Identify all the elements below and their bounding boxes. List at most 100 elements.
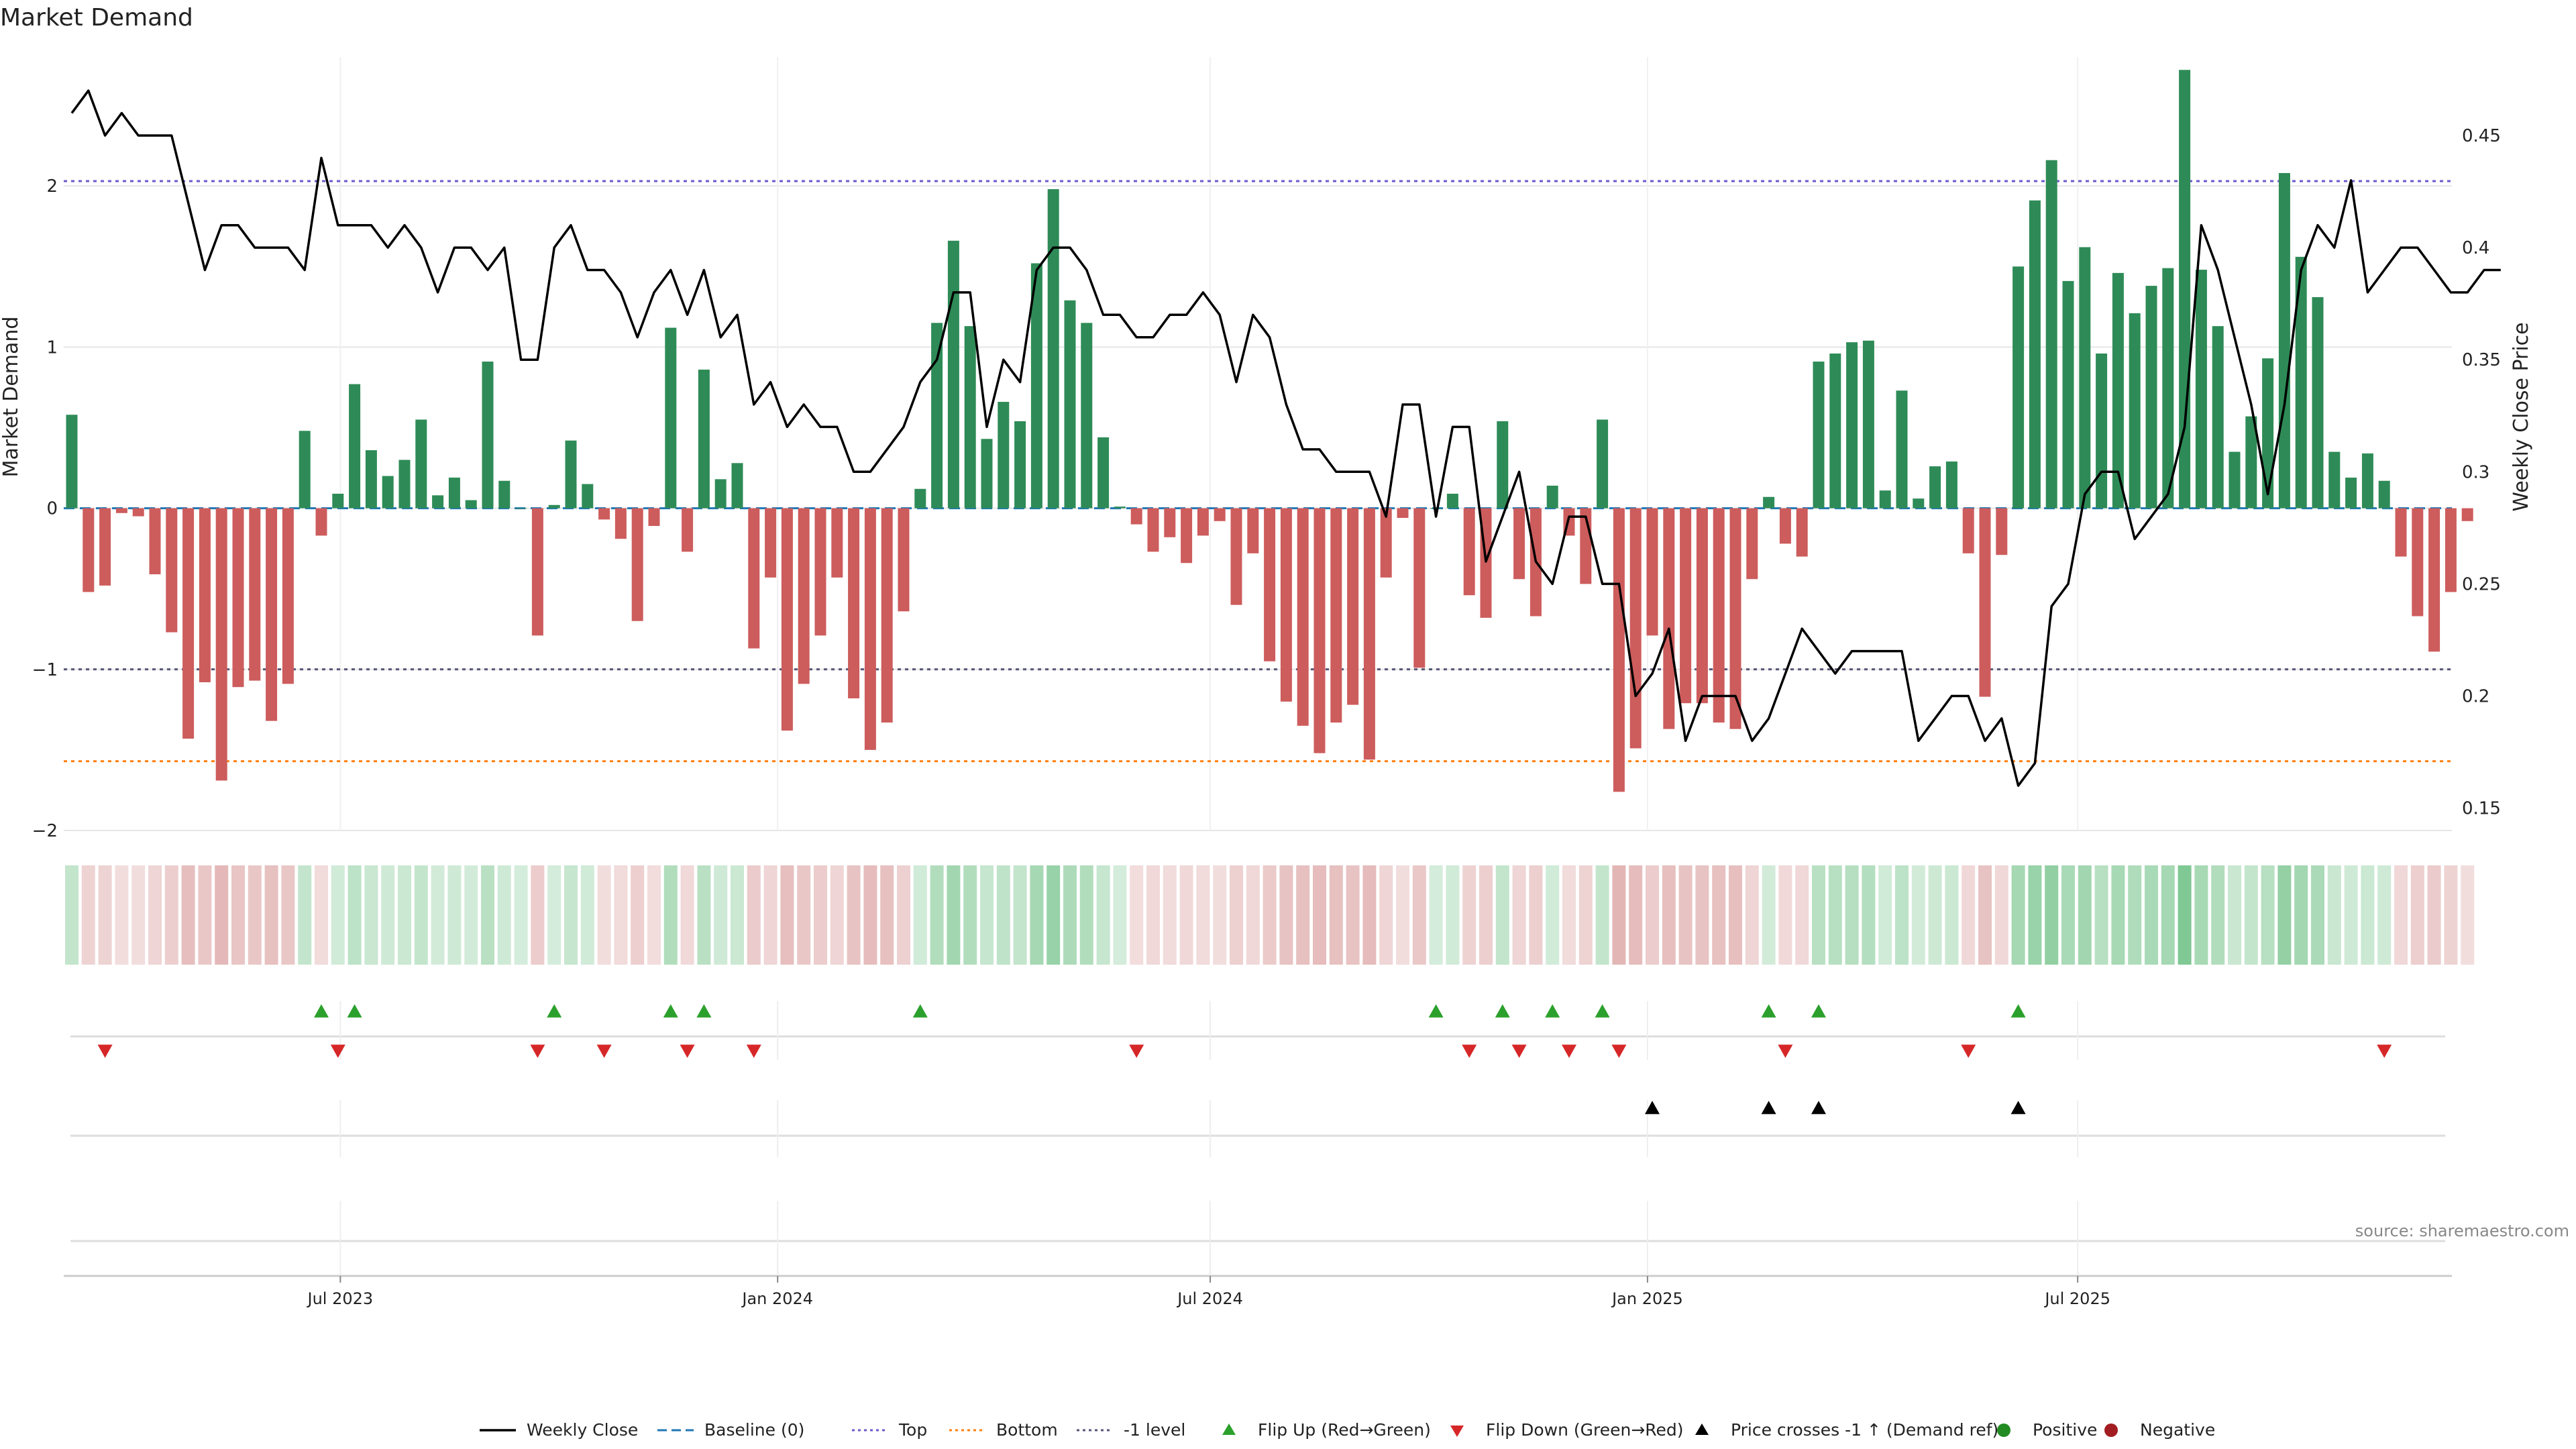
heat-strip-cell [1778,865,1792,965]
heat-strip-cell [1562,865,1576,965]
demand-bar [182,508,195,739]
demand-bar [1114,506,1126,508]
demand-bar [2361,453,2373,508]
demand-bar [614,508,627,539]
demand-bar [2428,508,2440,652]
y2-tick-label: 0.2 [2462,686,2489,706]
demand-bar [498,480,511,508]
demand-bar [964,326,976,508]
y-tick-label: −2 [32,821,58,841]
heat-strip-cell [2228,865,2241,965]
heat-strip-cell [248,865,262,965]
demand-bar [166,508,178,633]
x-axis: Jul 2023 Jan 2024 Jul 2024 Jan 2025 Jul 2025 [64,1275,2452,1308]
flip-down-marker [1129,1044,1144,1058]
demand-bar [631,508,643,621]
demand-bar [1629,508,1642,749]
flip-up-marker [1428,1004,1444,1018]
demand-bar [2229,451,2241,508]
heat-strip-cell [1213,865,1227,965]
demand-bar [1746,508,1758,580]
heat-strip-cell [331,865,345,965]
heat-strip-cell [447,865,462,965]
heat-strip-cell [347,865,362,965]
demand-bar [1646,508,1658,636]
demand-bar [83,508,95,592]
legend-label: Flip Up (Red→Green) [1258,1420,1431,1440]
demand-bar [1047,189,1059,508]
legend-triangle-up-icon [1695,1424,1709,1435]
heat-strip-cell [913,865,927,965]
flip-down-marker [2377,1044,2392,1058]
heat-strip-cell [198,865,212,965]
heat-strip-cell [2045,865,2059,965]
heat-strip-cell [1762,865,1776,965]
y-tick-label: −1 [32,660,58,680]
demand-bar [848,508,860,699]
heat-strip-cell [1578,865,1593,965]
heat-strip-cell [1396,865,1409,965]
heat-strip-cell [398,865,411,965]
demand-bar [1813,361,1825,508]
heat-strip-cell [431,865,445,965]
heat-strip-cell [847,865,861,965]
heat-strip-cell [315,865,328,965]
heat-strip-cell [2244,865,2258,965]
demand-bar [2062,280,2074,508]
heat-strip-cell [2277,865,2292,965]
x-tick-label: Jan 2024 [741,1289,813,1308]
demand-bar [448,477,460,508]
demand-bar [1397,508,1409,518]
heat-strip-cell [298,865,312,965]
heat-strip-cell [1063,865,1077,965]
heat-strip-cell [780,865,794,965]
heat-strip-cell [81,865,95,965]
heat-strip-cell [1096,865,1110,965]
flip-up-marker [1595,1004,1610,1018]
legend-label: Positive [2033,1420,2097,1440]
heat-strip-cell [2344,865,2358,965]
heat-strip-cell [963,865,977,965]
demand-bar [2096,353,2108,508]
heat-strip-cell [1695,865,1709,965]
demand-bar [249,508,261,681]
demand-bar [798,508,810,684]
heat-strip-cell [1263,865,1277,965]
demand-bar [315,508,327,536]
y-axis-title: Market Demand [0,317,23,478]
heat-strip-cell [1662,865,1676,965]
demand-bar [2262,358,2274,508]
heat-strip-cell [714,865,728,965]
heat-strip-cell [814,865,827,965]
heat-strip-cell [947,865,961,965]
heat-strip-cell [2111,865,2125,965]
heat-strip-cell [1030,865,1044,965]
demand-bar [2378,480,2390,508]
demand-bar [1014,421,1026,508]
heat-strip-cell [2078,865,2092,965]
demand-bar [2145,286,2157,508]
heat-strip-cell [1246,865,1260,965]
heat-strip-cell [1412,865,1426,965]
y2-tick-label: 0.25 [2462,574,2501,594]
demand-bar [1846,342,1858,508]
heat-strip-cell [1729,865,1742,965]
flip-down-marker [1961,1044,1976,1058]
demand-bar [132,508,144,517]
demand-bar [1546,485,1558,508]
heat-strip-cell [830,865,844,965]
demand-bar [1829,353,1841,508]
demand-bar [2312,297,2324,508]
legend-label: Baseline (0) [704,1420,804,1440]
flip-down-marker [1462,1044,1477,1058]
heat-strip-cell [1712,865,1726,965]
demand-bar [332,493,344,508]
demand-bar [1996,508,2008,555]
demand-bar [2461,508,2473,521]
demand-bar [1945,461,1957,508]
close-price-series [70,89,2501,787]
price-cross-marker [1645,1101,1660,1114]
flip-up-marker [696,1004,712,1018]
heat-strip-cell [2444,865,2458,965]
heat-strip-cell [2011,865,2025,965]
